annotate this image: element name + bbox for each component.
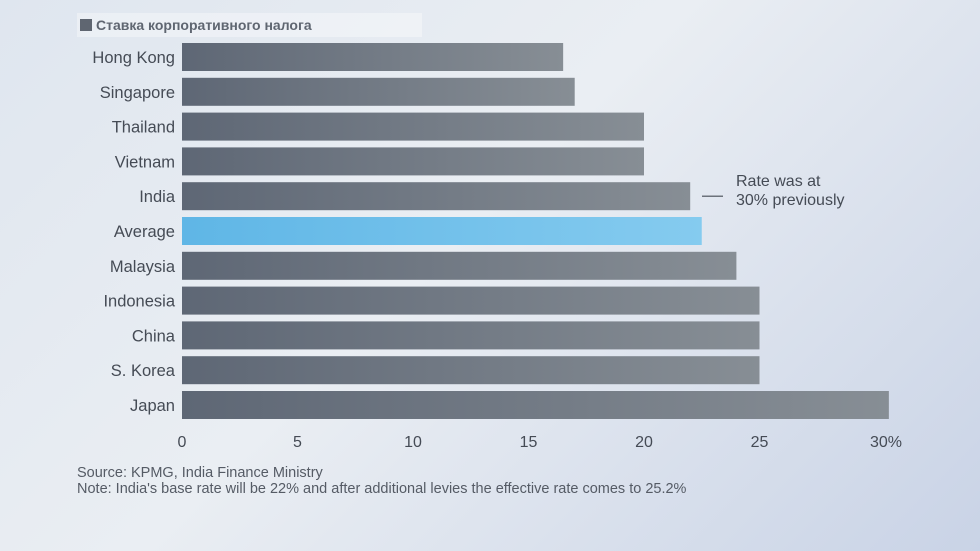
bar-average — [182, 217, 702, 245]
legend-swatch — [80, 19, 92, 31]
bar-hong-kong — [182, 43, 564, 71]
bar-japan — [182, 391, 889, 419]
category-label-thailand: Thailand — [112, 119, 175, 137]
bar-singapore — [182, 77, 575, 106]
footer: Source: KPMG, India Finance Ministry Not… — [77, 465, 686, 497]
bars-layer — [182, 43, 889, 419]
legend-label: Ставка корпоративного налога — [96, 17, 312, 33]
x-tick-label: 0 — [178, 434, 187, 451]
annotation-text-line: 30% previously — [736, 192, 845, 209]
category-label-malaysia: Malaysia — [110, 258, 176, 276]
legend: Ставка корпоративного налога — [77, 13, 422, 37]
bar-vietnam — [182, 147, 644, 176]
x-axis-ticks: 0 5 10 15 20 25 30% — [178, 434, 902, 451]
bar-thailand — [182, 112, 644, 141]
annotation: Rate was at 30% previously — [702, 173, 845, 209]
bar-s-korea — [182, 356, 760, 385]
x-tick-label: 25 — [751, 434, 769, 451]
category-label-india: India — [139, 188, 176, 206]
bar-china — [182, 321, 760, 350]
category-labels: Hong Kong Singapore Thailand Vietnam India Av… — [92, 49, 175, 415]
category-label-indonesia: Indonesia — [103, 293, 175, 311]
x-tick-label: 15 — [520, 434, 538, 451]
category-label-singapore: Singapore — [100, 84, 175, 102]
x-tick-label: 5 — [293, 434, 302, 451]
x-tick-label: 10 — [404, 434, 422, 451]
category-label-vietnam: Vietnam — [115, 153, 175, 171]
category-label-japan: Japan — [130, 397, 175, 415]
source-text: Source: KPMG, India Finance Ministry — [77, 465, 323, 481]
bar-india — [182, 182, 691, 211]
bar-malaysia — [182, 251, 737, 280]
x-tick-label: 30% — [870, 434, 902, 451]
category-label-average: Average — [114, 223, 175, 241]
category-label-hong-kong: Hong Kong — [92, 49, 175, 67]
bar-indonesia — [182, 286, 760, 315]
x-tick-label: 20 — [635, 434, 653, 451]
category-label-s-korea: S. Korea — [111, 362, 176, 380]
note-text: Note: India's base rate will be 22% and … — [77, 481, 687, 497]
annotation-text-line: Rate was at — [736, 173, 821, 190]
category-label-china: China — [132, 327, 176, 345]
